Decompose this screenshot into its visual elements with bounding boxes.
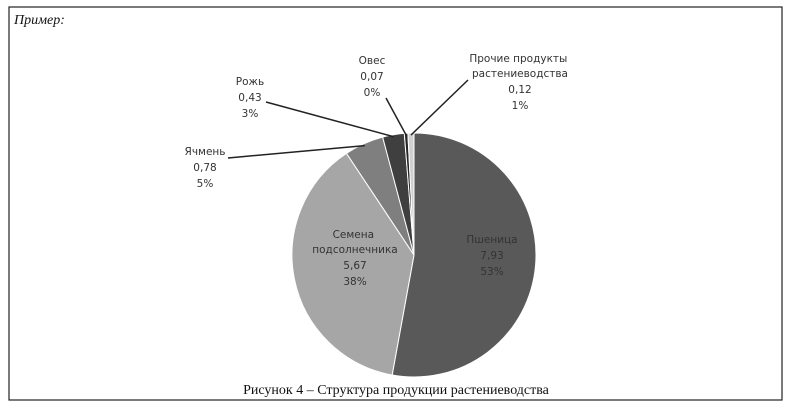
leader-line <box>265 101 394 138</box>
percent-label: 5% <box>197 178 214 190</box>
value-label: 0,07 <box>360 71 383 83</box>
pie-slice <box>291 152 415 376</box>
slice-label: Овес <box>359 55 386 67</box>
leader-line <box>227 144 365 159</box>
caption: Рисунок 4 – Структура продукции растение… <box>243 383 550 398</box>
label-line: подсолнечника <box>312 244 397 256</box>
percent-label: 3% <box>242 108 259 120</box>
value-label: 0,78 <box>193 162 216 174</box>
percent-label: 0% <box>364 87 381 99</box>
value-label: 0,12 <box>508 84 531 96</box>
percent-label: 1% <box>512 100 529 112</box>
percent-label: 53% <box>480 266 503 278</box>
pie-slice <box>391 132 537 378</box>
label-line: Прочие продукты <box>469 53 570 65</box>
percent-label: 38% <box>343 276 366 288</box>
value-label: 0,43 <box>238 92 261 104</box>
header: Пример: <box>13 13 65 28</box>
slice-label: Ячмень <box>185 146 226 158</box>
leader-line <box>385 97 407 136</box>
value-label: 7,93 <box>480 250 503 262</box>
slice-label: Пшеница <box>466 234 517 246</box>
leader-line <box>410 79 469 136</box>
value-label: 5,67 <box>343 260 366 272</box>
slice-label: Рожь <box>236 76 264 88</box>
slice-label: Семена подсолнечника <box>312 229 397 256</box>
slice-label: Прочие продукты растениеводства <box>469 53 570 80</box>
label-line: Семена <box>333 229 378 241</box>
label-line: растениеводства <box>472 68 568 80</box>
